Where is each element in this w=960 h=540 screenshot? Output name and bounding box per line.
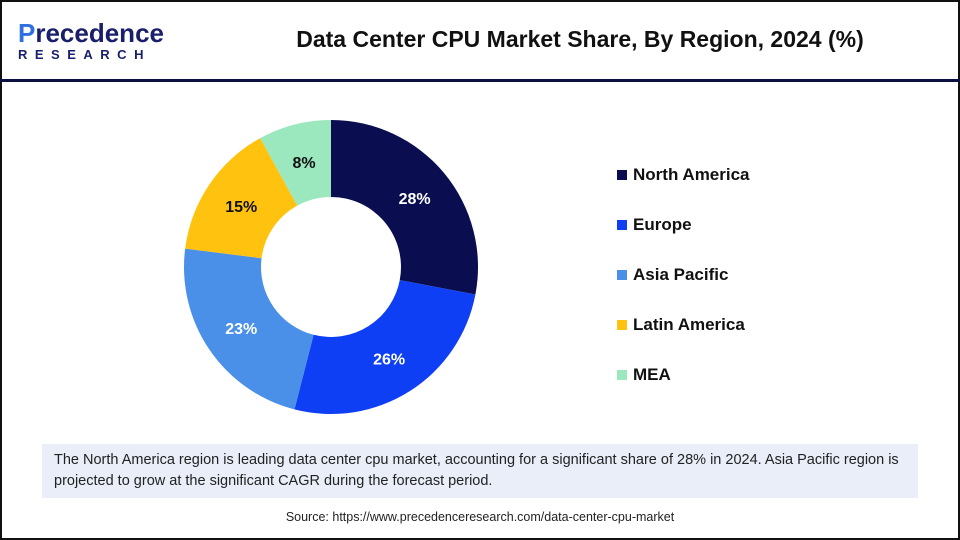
slice-mea	[260, 120, 331, 206]
slice-latin-america	[185, 138, 298, 259]
legend-swatch	[617, 370, 627, 380]
legend-item: Latin America	[617, 300, 750, 350]
slice-north-america	[331, 120, 478, 295]
slice-europe	[294, 280, 476, 414]
chart-title: Data Center CPU Market Share, By Region,…	[296, 26, 864, 52]
caption: The North America region is leading data…	[42, 444, 918, 498]
legend-item: North America	[617, 150, 750, 200]
data-label: 15%	[225, 199, 257, 216]
data-label: 26%	[373, 352, 405, 369]
legend-label: Europe	[633, 215, 692, 234]
legend-label: Asia Pacific	[633, 265, 729, 284]
legend-swatch	[617, 170, 627, 180]
legend-item: MEA	[617, 350, 750, 400]
legend: North America Europe Asia Pacific Latin Ame…	[617, 150, 750, 400]
legend-swatch	[617, 320, 627, 330]
slice-asia-pacific	[183, 248, 314, 410]
data-label: 8%	[292, 155, 315, 172]
legend-swatch	[617, 270, 627, 280]
legend-label: North America	[633, 165, 750, 184]
logo: Precedence RESEARCH	[18, 20, 168, 62]
legend-label: MEA	[633, 365, 671, 384]
logo-word: recedence	[35, 18, 164, 48]
data-label: 28%	[399, 191, 431, 208]
legend-swatch	[617, 220, 627, 230]
logo-subtitle: RESEARCH	[18, 47, 151, 62]
legend-item: Asia Pacific	[617, 250, 750, 300]
legend-item: Europe	[617, 200, 750, 250]
data-label: 23%	[225, 321, 257, 338]
header-divider	[0, 79, 960, 82]
logo-initial: P	[18, 18, 36, 48]
source: Source: https://www.precedenceresearch.c…	[285, 510, 675, 524]
legend-label: Latin America	[633, 315, 745, 334]
